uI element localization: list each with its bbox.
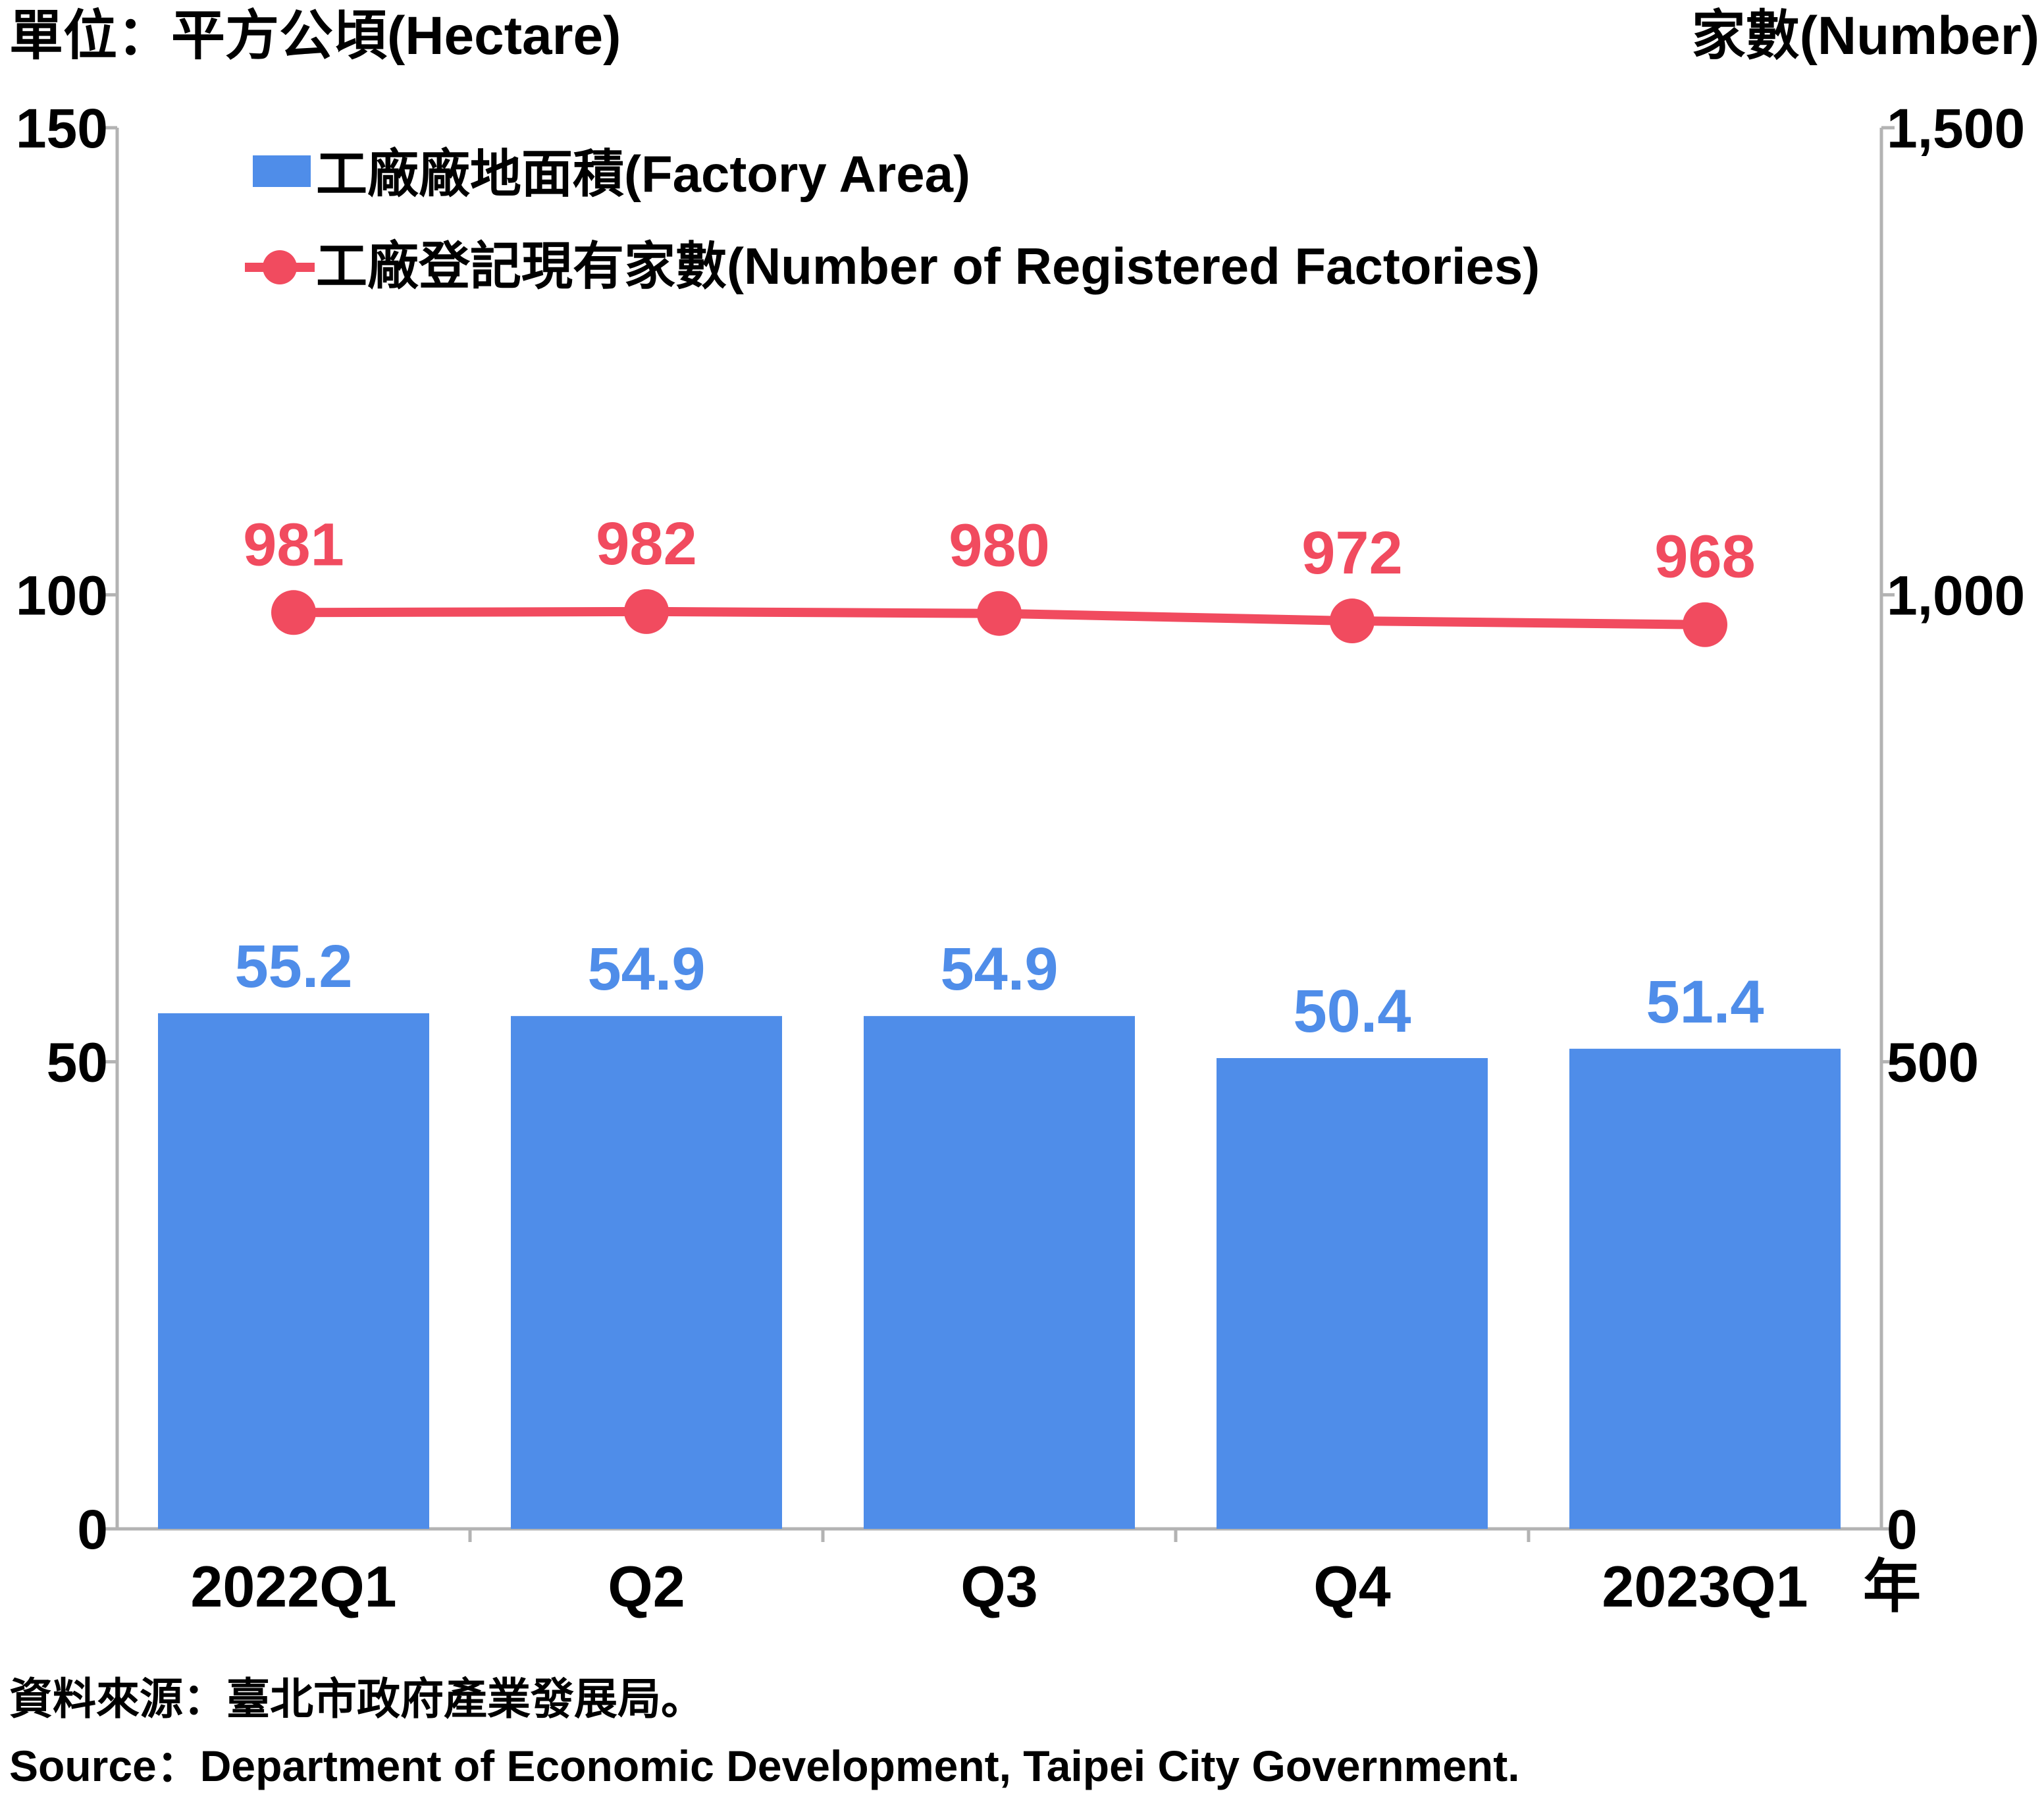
bar	[1569, 1048, 1841, 1529]
bar-data-label: 54.9	[587, 936, 705, 1003]
x-tick-label: Q4	[1313, 1554, 1390, 1619]
line-data-label: 981	[243, 511, 344, 578]
x-axis-ticks: 2022Q1 Q2 Q3 Q4 2023Q1 年	[190, 1554, 1921, 1619]
bar-data-label: 55.2	[234, 933, 352, 1000]
line-point	[1683, 602, 1727, 647]
x-tick-label: 2022Q1	[190, 1554, 396, 1619]
bar-data-label: 50.4	[1293, 978, 1411, 1045]
left-tick-label: 100	[16, 564, 108, 626]
right-tick-label: 0	[1887, 1499, 1918, 1560]
bar-data-label: 51.4	[1646, 969, 1764, 1036]
bars: 55.2 54.9 54.9 50.4 51.4	[158, 933, 1841, 1529]
bar	[1217, 1057, 1488, 1529]
line-data-label: 972	[1301, 519, 1403, 587]
legend-line-marker	[263, 250, 297, 284]
left-tick-label: 150	[16, 97, 108, 159]
line-point	[271, 590, 316, 635]
line-data-label: 968	[1654, 523, 1756, 591]
right-tick-label: 1,000	[1887, 564, 2025, 626]
bar	[864, 1016, 1135, 1529]
bar-data-label: 54.9	[940, 936, 1058, 1003]
left-tick-label: 0	[77, 1499, 108, 1560]
x-tick-label: 2023Q1	[1602, 1554, 1808, 1619]
x-tick-label: Q3	[960, 1554, 1037, 1619]
legend: 工廠廠地面積(Factory Area) 工廠登記現有家數(Number of …	[245, 145, 1540, 295]
source-en: Source：Department of Economic Developmen…	[9, 1742, 1520, 1790]
line-point	[977, 591, 1022, 636]
right-tick-label: 500	[1887, 1032, 1979, 1094]
left-axis-unit-label: 單位：平方公頃(Hectare)	[9, 6, 621, 66]
legend-bar-swatch	[253, 155, 311, 187]
legend-bar-label: 工廠廠地面積(Factory Area)	[316, 145, 970, 203]
right-tick-label: 1,500	[1887, 97, 2025, 159]
line-point	[624, 589, 669, 634]
axes: 0 50 100 150 0 500 1,000 1,500	[16, 97, 2025, 1560]
source-zh: 資料來源：臺北市政府產業發展局。	[9, 1674, 704, 1723]
legend-line-label: 工廠登記現有家數(Number of Registered Factories)	[316, 237, 1540, 295]
line-series: 981 982 980 972 968	[243, 510, 1756, 647]
line-data-label: 980	[949, 512, 1050, 579]
bar	[158, 1013, 429, 1529]
left-tick-label: 50	[47, 1032, 108, 1094]
line-data-label: 982	[596, 510, 697, 577]
line-point	[1330, 599, 1375, 644]
x-tick-label: Q2	[608, 1554, 685, 1619]
x-axis-suffix: 年	[1863, 1554, 1921, 1619]
right-axis-unit-label: 家數(Number)	[1692, 6, 2039, 66]
bar	[511, 1016, 782, 1529]
